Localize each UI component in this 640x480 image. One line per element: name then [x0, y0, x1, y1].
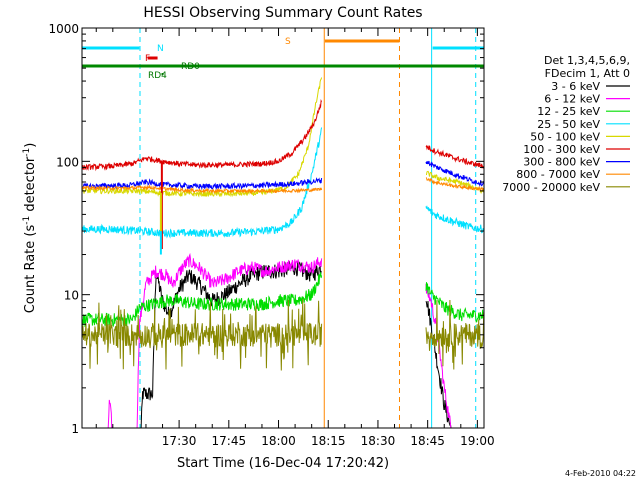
legend-entry-label: 50 - 100 keV: [530, 130, 600, 143]
legend-header-decim: FDecim 1, Att 0: [545, 67, 630, 80]
legend: Det 1,3,4,5,6,9, FDecim 1, Att 0 3 - 6 k…: [502, 54, 630, 194]
x-tick-label: 17:30: [162, 434, 197, 448]
legend-entry-label: 3 - 6 keV: [551, 80, 600, 93]
series-line-3-seg1: [82, 272, 323, 328]
flag-label-f: F: [145, 54, 150, 64]
legend-entry-label: 25 - 50 keV: [537, 118, 600, 131]
series-line-4-seg2: [425, 205, 484, 234]
y-tick-label: 100: [56, 155, 79, 169]
x-tick-label: 18:45: [410, 434, 445, 448]
y-axis-label: Count Rate (s-1 detector-1): [22, 143, 38, 314]
series-line-2-seg1: [107, 252, 323, 428]
legend-entry-label: 300 - 800 keV: [523, 156, 600, 169]
x-tick-label: 18:00: [261, 434, 296, 448]
flag-label-rd4: RD4: [148, 71, 167, 81]
x-tick-label: 19:00: [460, 434, 495, 448]
legend-entry-label: 800 - 7000 keV: [516, 168, 600, 181]
legend-header-detectors: Det 1,3,4,5,6,9,: [544, 54, 630, 67]
series-line-1-seg2: [425, 300, 453, 428]
series-line-1-seg1: [140, 260, 322, 428]
legend-entry-label: 12 - 25 keV: [537, 105, 600, 118]
series-line-6-seg1: [82, 98, 323, 172]
series-line-2-seg2: [425, 283, 452, 428]
flag-label-s: S: [285, 37, 291, 47]
series-line-9-seg1: [82, 299, 323, 371]
series-line-8-seg2: [425, 177, 484, 192]
flag-label-rd0: RD0: [181, 62, 200, 72]
series-line-6-seg2: [425, 144, 484, 170]
series-line-3-seg2: [425, 282, 484, 323]
x-tick-label: 17:45: [212, 434, 247, 448]
flag-label-n: N: [157, 44, 164, 54]
series-line-9-seg2: [425, 299, 484, 370]
series-line-8-seg1: [82, 184, 323, 195]
series-line-7-seg2: [425, 160, 484, 187]
legend-entry-label: 7000 - 20000 keV: [502, 181, 600, 194]
y-tick-label: 1: [71, 422, 79, 436]
series-line-7-seg1: [82, 177, 323, 191]
legend-entry-label: 100 - 300 keV: [523, 143, 600, 156]
chart-title: HESSI Observing Summary Count Rates: [143, 5, 422, 21]
rd4-flag-mark: [161, 73, 164, 75]
y-tick-label: 1000: [48, 22, 79, 36]
x-axis-label: Start Time (16-Dec-04 17:20:42): [177, 456, 389, 471]
footer-date: 4-Feb-2010 04:22: [565, 469, 636, 478]
x-tick-label: 18:15: [311, 434, 346, 448]
series-line-5-seg1: [82, 77, 323, 198]
y-tick-label: 10: [64, 289, 79, 303]
legend-entry-label: 6 - 12 keV: [544, 93, 600, 106]
x-tick-label: 18:30: [361, 434, 396, 448]
series-line-4-seg1: [82, 127, 323, 239]
plot-frame: [81, 27, 485, 429]
